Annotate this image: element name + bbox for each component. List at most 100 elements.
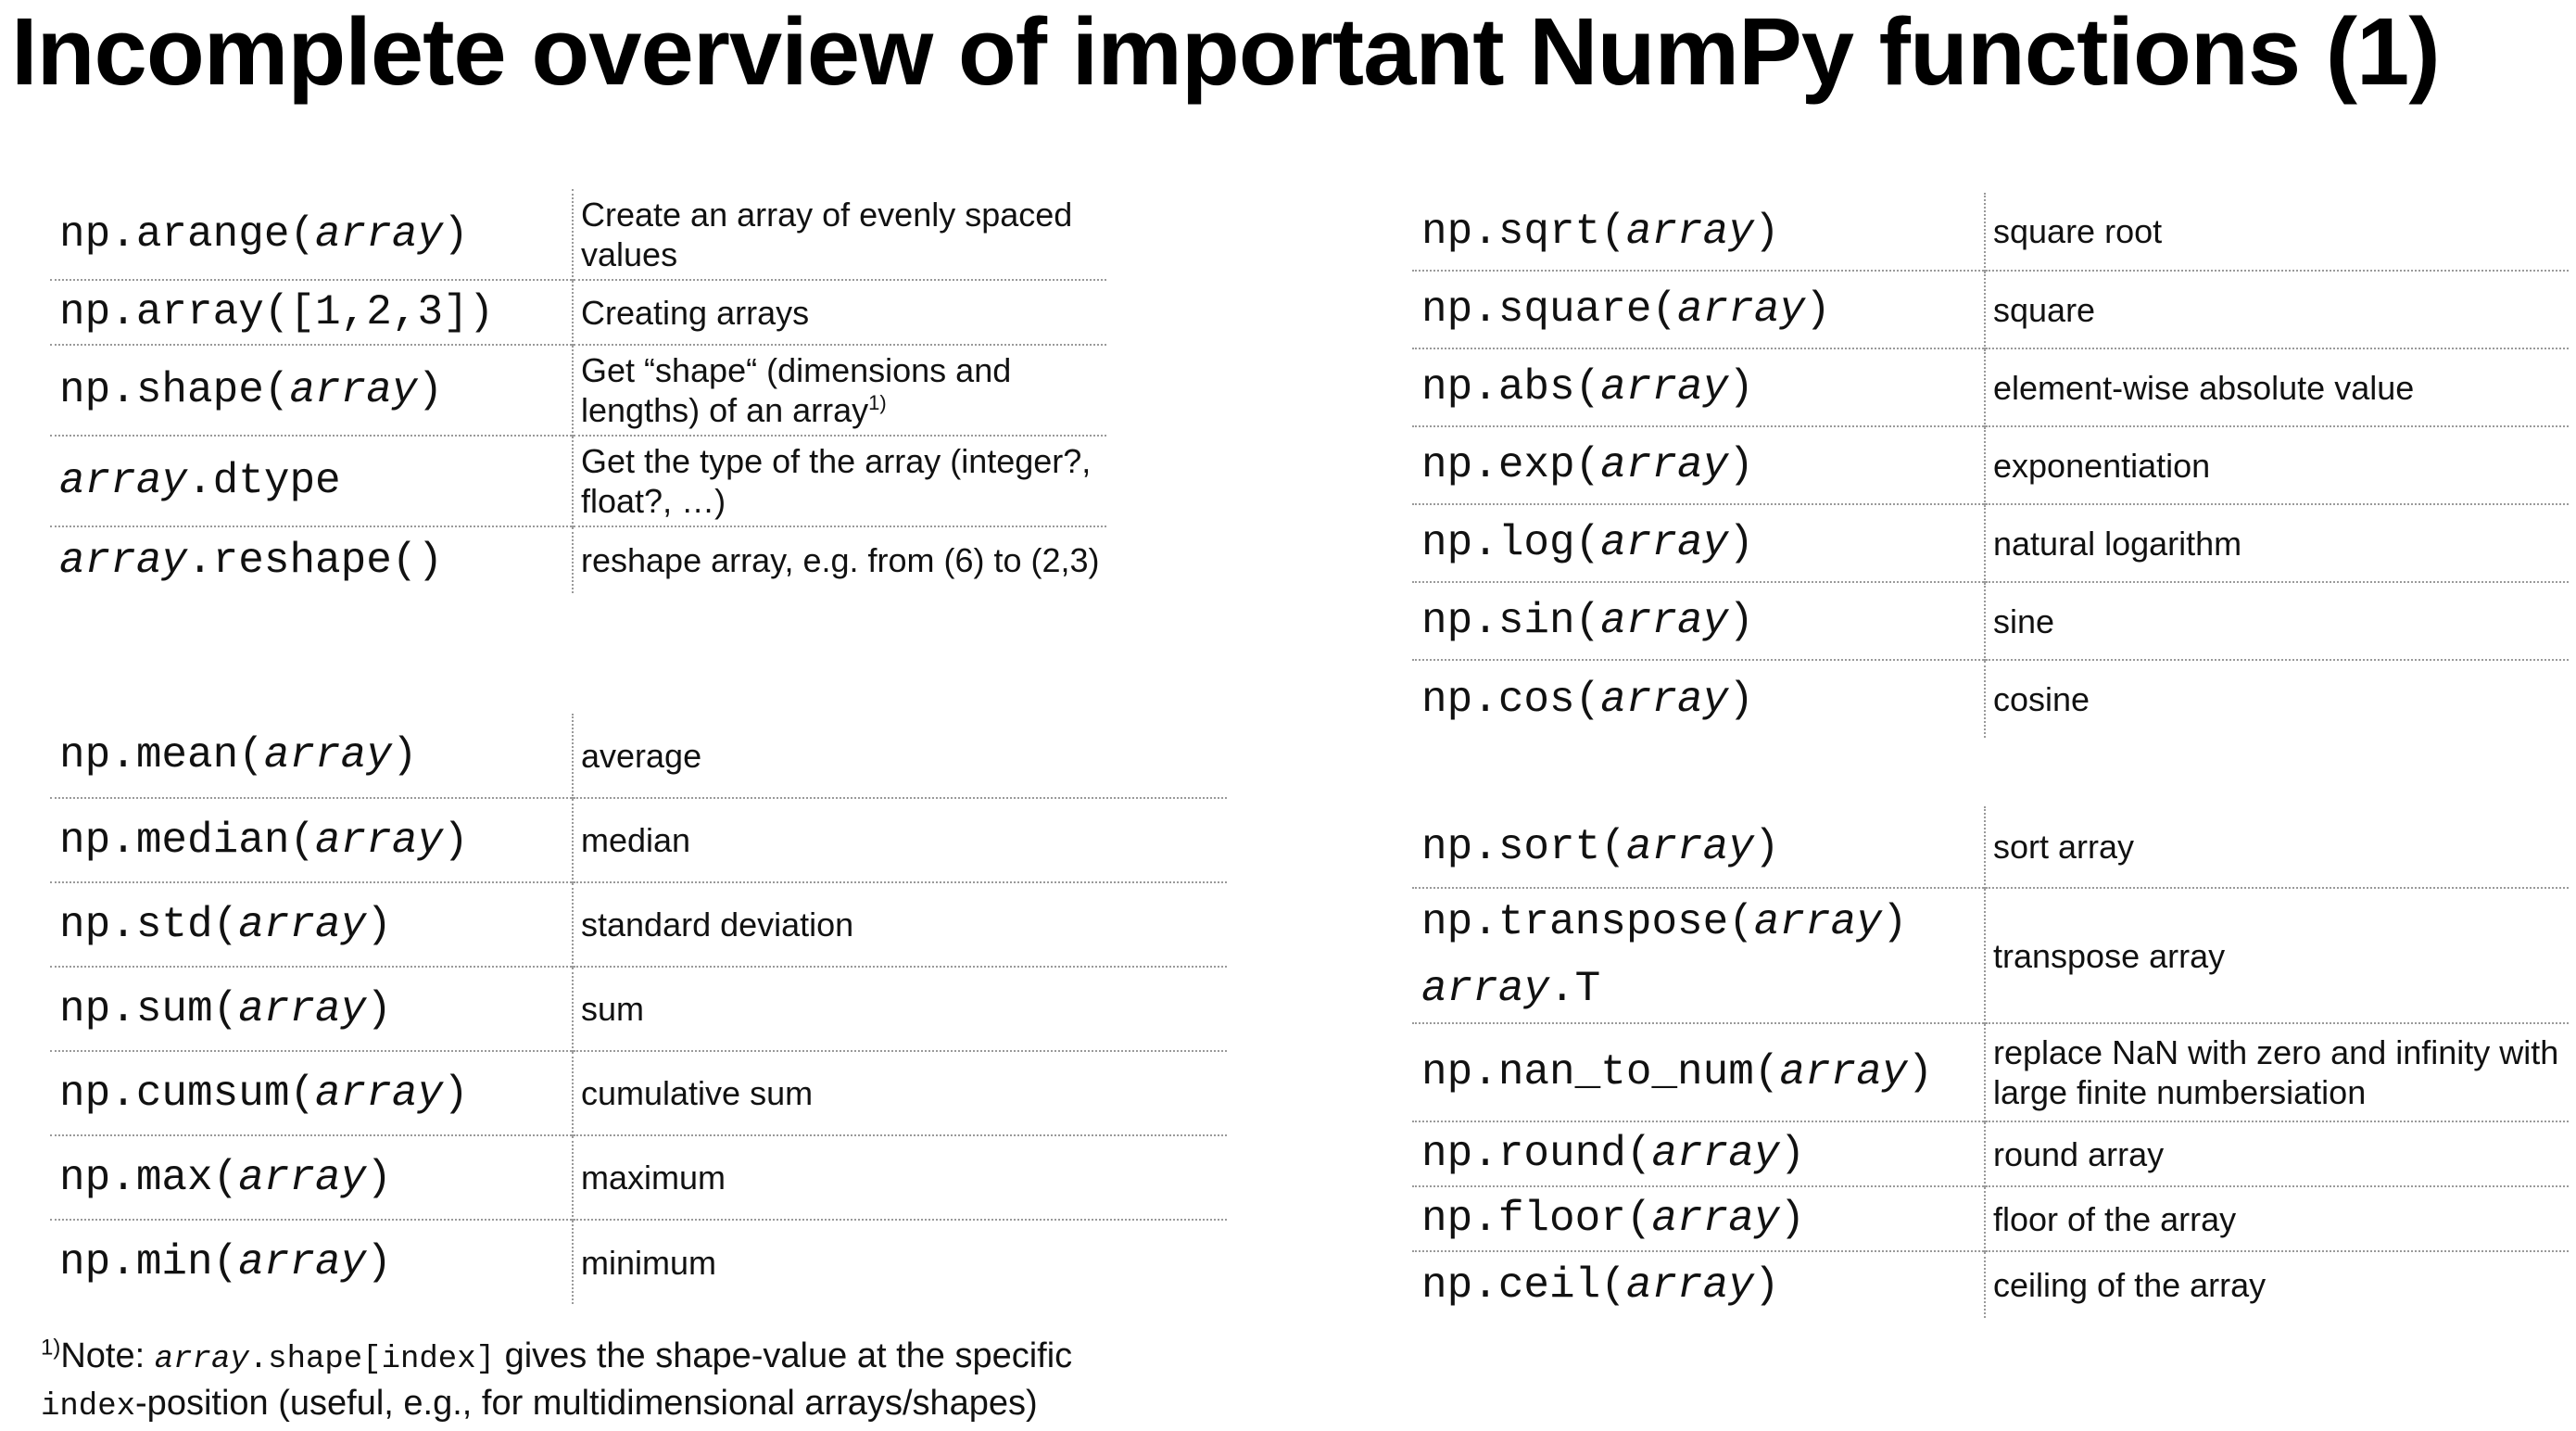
function-description: standard deviation [572, 881, 1227, 967]
function-name: np.shape( [59, 366, 290, 414]
function-signature: np.cos(array) [1412, 659, 1985, 738]
footnote-code-2: index [41, 1389, 136, 1425]
function-name: np.log( [1421, 519, 1601, 567]
description-text: sort array [1993, 828, 2135, 866]
footnote: 1)Note: array.shape[index] gives the sha… [41, 1335, 1072, 1429]
function-suffix: ) [1907, 1048, 1934, 1096]
function-signature: np.sin(array) [1412, 581, 1985, 660]
function-description: cosine [1984, 659, 2569, 738]
function-description: average [572, 714, 1227, 798]
function-argument: array [1625, 207, 1754, 256]
function-suffix: ) [1779, 1130, 1806, 1178]
function-signature: np.exp(array) [1412, 425, 1985, 504]
function-argument: array [1600, 441, 1729, 489]
function-description: natural logarithm [1984, 503, 2569, 582]
function-suffix: .dtype [187, 457, 341, 505]
function-name: np.sort( [1421, 822, 1626, 871]
function-signature: np.log(array) [1412, 503, 1985, 582]
function-signature: np.abs(array) [1412, 348, 1985, 426]
table-row: np.arange(array) Create an array of evenl… [50, 189, 1106, 280]
table-row: np.max(array) maximum [50, 1134, 1227, 1220]
function-suffix: ) [1805, 285, 1831, 334]
code-line: array.T [1421, 956, 1984, 1022]
function-suffix: ) [366, 984, 392, 1033]
function-argument: array [1625, 822, 1754, 871]
table-row: np.sqrt(array) square root [1412, 193, 2569, 271]
table-row: np.sort(array) sort array [1412, 806, 2569, 888]
function-description: replace NaN with zero and infinity with … [1984, 1022, 2569, 1121]
function-name: np.floor( [1421, 1195, 1652, 1243]
function-signature: np.cumsum(array) [50, 1050, 573, 1135]
function-description: sum [572, 966, 1227, 1051]
function-suffix: ) [1728, 363, 1754, 412]
footnote-reference: 1) [868, 391, 887, 414]
function-argument: array [1651, 1195, 1780, 1243]
function-suffix: ) [366, 1238, 392, 1286]
function-argument: array [238, 1153, 367, 1202]
function-suffix: ) [1728, 675, 1754, 724]
table-row: np.ceil(array) ceiling of the array [1412, 1250, 2569, 1318]
description-text: cumulative sum [581, 1074, 814, 1112]
function-argument: array [1421, 965, 1550, 1013]
function-suffix: ) [366, 1153, 392, 1202]
table-row: np.sum(array) sum [50, 966, 1227, 1051]
function-signature: np.array([1,2,3]) [50, 279, 573, 345]
function-name: np.sum( [59, 984, 239, 1033]
function-argument: array [315, 209, 444, 259]
table-row: np.abs(array) element-wise absolute value [1412, 348, 2569, 426]
function-signature: np.mean(array) [50, 714, 573, 798]
table-row: np.std(array) standard deviation [50, 881, 1227, 967]
table-row: np.sin(array) sine [1412, 581, 2569, 660]
function-suffix: ) [1728, 597, 1754, 645]
function-suffix: ) [443, 816, 469, 865]
table-right-top: np.sqrt(array) square root np.square(array… [1412, 193, 2569, 738]
function-suffix: ) [391, 731, 418, 779]
table-row: np.cumsum(array) cumulative sum [50, 1050, 1227, 1135]
function-signature: np.max(array) [50, 1134, 573, 1220]
description-text: average [581, 736, 702, 775]
description-text: floor of the array [1993, 1199, 2237, 1238]
function-signature: np.median(array) [50, 797, 573, 882]
description-text: exponentiation [1993, 446, 2211, 485]
function-argument: array [1625, 1260, 1754, 1310]
description-text: sum [581, 990, 645, 1028]
function-argument: array [1600, 519, 1729, 567]
function-argument: array [1753, 898, 1882, 946]
table-row: np.shape(array) Get “shape“ (dimensions a… [50, 344, 1106, 436]
function-description: square root [1984, 193, 2569, 271]
function-description: ceiling of the array [1984, 1250, 2569, 1318]
function-argument: array [1677, 285, 1806, 334]
table-row: array.reshape() reshape array, e.g. from … [50, 526, 1106, 593]
function-signature: np.ceil(array) [1412, 1250, 1985, 1318]
function-name: np.cos( [1421, 675, 1601, 724]
function-suffix: ) [1728, 441, 1754, 489]
table-row: array.dtype Get the type of the array (in… [50, 435, 1106, 526]
function-suffix: ) [443, 209, 469, 259]
function-name: np.transpose( [1421, 898, 1754, 946]
function-argument: array [1600, 597, 1729, 645]
function-name: np.abs( [1421, 363, 1601, 412]
table-row: np.min(array) minimum [50, 1219, 1227, 1304]
function-argument: array [1779, 1048, 1908, 1096]
table-left-top: np.arange(array) Create an array of evenl… [50, 189, 1106, 593]
function-description: transpose array [1984, 887, 2569, 1023]
function-suffix: ) [417, 366, 444, 414]
function-suffix: ) [1753, 207, 1780, 256]
function-argument: array [263, 731, 392, 779]
footnote-text-2: gives the shape-value at the specific [495, 1336, 1073, 1375]
function-description: Create an array of evenly spaced values [572, 189, 1106, 280]
description-text: sine [1993, 602, 2055, 640]
table-row: np.cos(array) cosine [1412, 659, 2569, 738]
function-argument: array [238, 984, 367, 1033]
function-description: exponentiation [1984, 425, 2569, 504]
function-signature: array.dtype [50, 435, 573, 526]
function-signature: array.reshape() [50, 526, 573, 593]
function-argument: array [238, 1238, 367, 1286]
function-name: np.ceil( [1421, 1260, 1626, 1310]
footnote-text-1: Note: [60, 1336, 155, 1375]
function-argument: array [59, 457, 188, 505]
function-signature: np.shape(array) [50, 344, 573, 436]
function-argument: array [1600, 363, 1729, 412]
table-row: np.mean(array) average [50, 714, 1227, 798]
function-signature: np.sum(array) [50, 966, 573, 1051]
